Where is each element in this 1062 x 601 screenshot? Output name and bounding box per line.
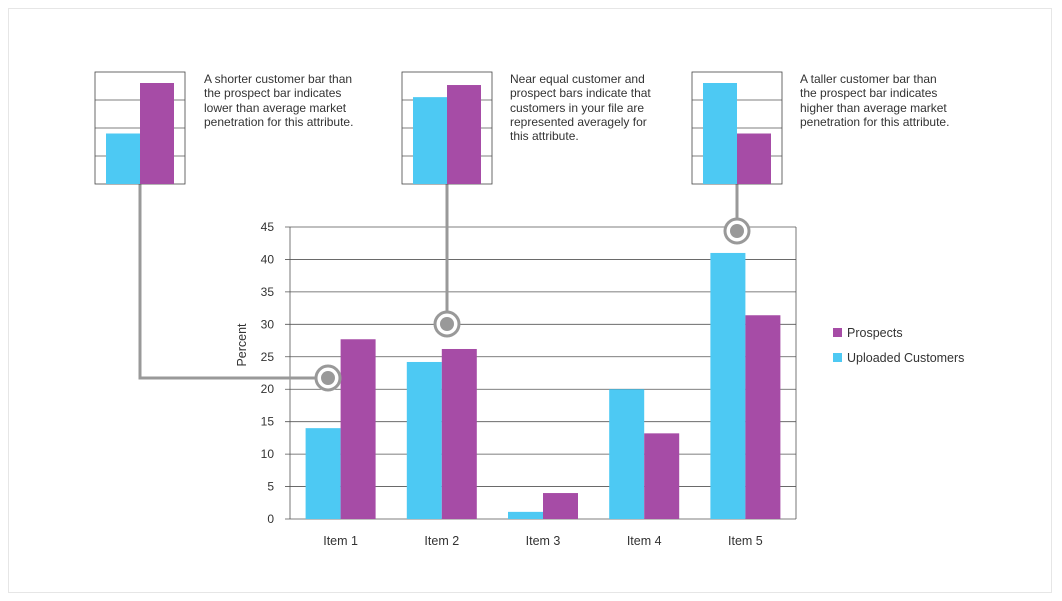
y-tick-label: 15 <box>261 415 275 429</box>
callout-marker-dot <box>730 224 744 238</box>
bar-customers <box>609 389 645 519</box>
bar-prospects <box>543 493 578 519</box>
callout-note-taller: A taller customer bar than the prospect … <box>800 72 950 129</box>
figure-frame <box>8 8 1052 593</box>
callout-connector <box>138 184 316 380</box>
y-tick-label: 10 <box>261 447 275 461</box>
bar-prospects <box>745 315 781 519</box>
legend-item-customers: Uploaded Customers <box>833 345 964 370</box>
callout-marker-dot <box>321 371 335 385</box>
callouts <box>94 71 783 392</box>
callout-note-shorter: A shorter customer bar than the prospect… <box>204 72 354 129</box>
y-tick-label: 0 <box>267 512 274 526</box>
axes: 0 5 10 15 20 25 30 35 40 45 Item 1 Item 2 Item 3 Item… <box>261 220 797 548</box>
bar-customers <box>508 511 543 519</box>
callout-bar-prospects <box>737 133 771 184</box>
y-tick-label: 20 <box>261 382 275 396</box>
chart-legend: Prospects Uploaded Customers <box>833 320 964 370</box>
y-tick-label: 5 <box>267 480 274 494</box>
bars <box>305 252 781 519</box>
y-tick-label: 35 <box>261 285 275 299</box>
callout-bar-prospects <box>447 85 481 184</box>
y-axis-label: Percent <box>235 323 249 367</box>
y-tick-label: 30 <box>261 317 275 331</box>
legend-swatch-customers <box>833 353 842 362</box>
y-tick-label: 25 <box>261 350 275 364</box>
bar-customers <box>406 361 442 519</box>
callout-bar-customers <box>413 97 447 184</box>
bar-prospects <box>441 348 477 519</box>
bar-customers <box>305 428 341 519</box>
legend-item-prospects: Prospects <box>833 320 964 345</box>
bar-customers <box>710 252 746 519</box>
x-tick-label: Item 4 <box>627 534 662 548</box>
legend-label-customers: Uploaded Customers <box>847 350 965 365</box>
x-tick-label: Item 3 <box>526 534 561 548</box>
x-tick-label: Item 1 <box>323 534 358 548</box>
y-tick-label: 40 <box>261 252 275 266</box>
bar-prospects <box>340 339 376 519</box>
callout-marker-dot <box>440 317 454 331</box>
callout-note-equal: Near equal customer and prospect bars in… <box>510 72 651 144</box>
x-tick-label: Item 2 <box>424 534 459 548</box>
callout-bar-prospects <box>140 83 174 184</box>
legend-label-prospects: Prospects <box>847 325 903 340</box>
x-tick-label: Item 5 <box>728 534 763 548</box>
callout-bar-customers <box>703 83 737 184</box>
callout-bar-customers <box>106 133 140 184</box>
legend-swatch-prospects <box>833 328 842 337</box>
y-tick-label: 45 <box>261 220 275 234</box>
bar-prospects <box>644 433 680 519</box>
